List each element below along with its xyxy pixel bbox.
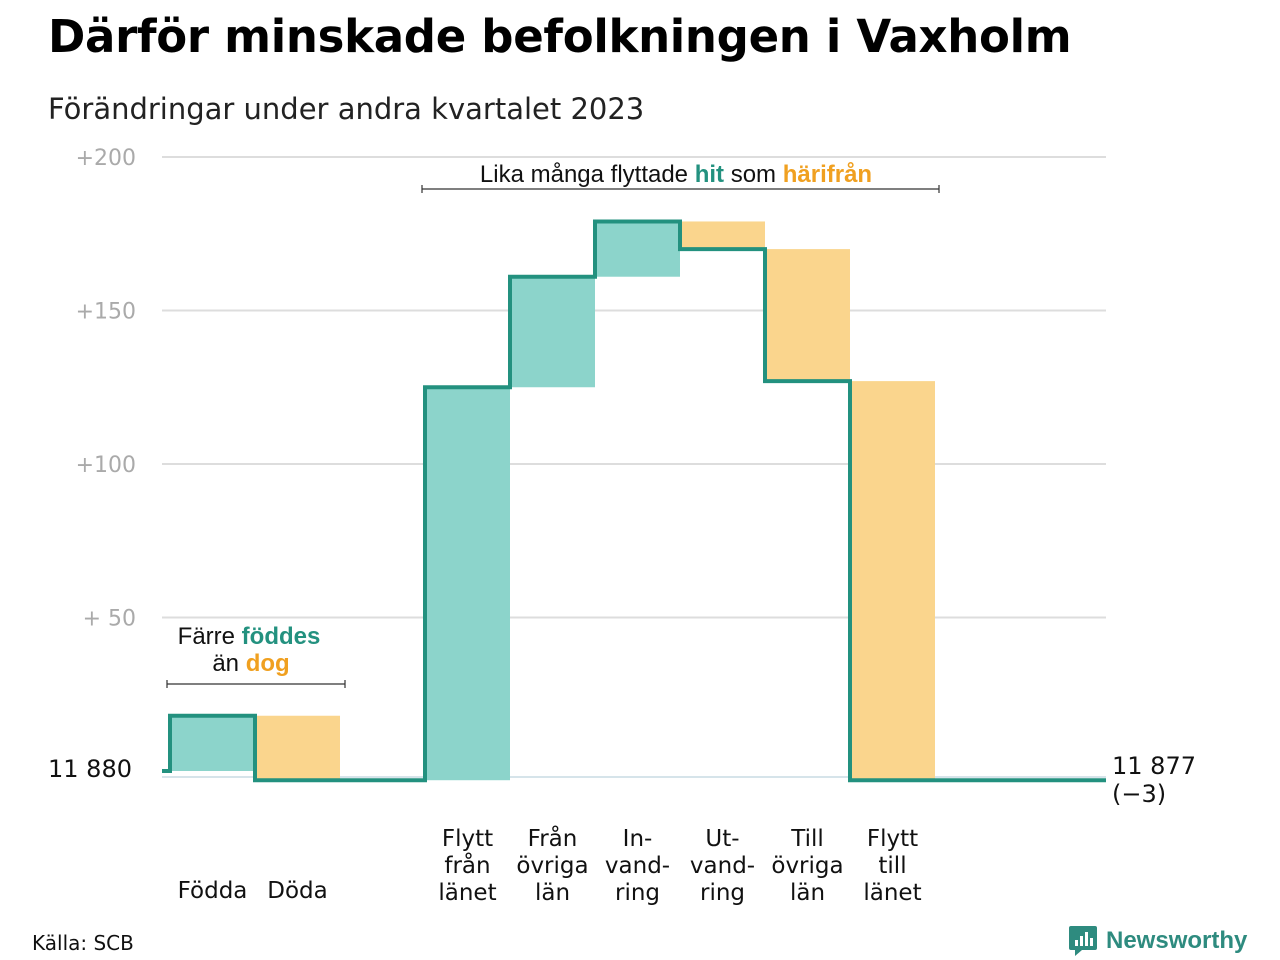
annotation-text: Färre föddes (178, 623, 321, 650)
category-label: övriga (771, 853, 843, 879)
bar (510, 276, 595, 388)
running-total-line (162, 219, 1106, 783)
category-label: Flytt (867, 826, 918, 852)
source-note: Källa: SCB (32, 931, 134, 955)
y-tick-label: +100 (76, 453, 136, 478)
chart-title: Därför minskade befolkningen i Vaxholm (48, 10, 1072, 63)
bar (255, 715, 340, 781)
bar (680, 221, 765, 250)
y-tick-label: + 50 (83, 607, 136, 632)
annotation-layer: Lika många flyttade hit som härifrån Färr… (166, 161, 940, 688)
annotation-part: dog (246, 650, 290, 677)
category-label: länet (863, 880, 921, 906)
category-label: Till (790, 826, 824, 852)
category-label: Döda (267, 878, 327, 904)
category-label: Flytt (442, 826, 493, 852)
annotation-text: än dog (212, 650, 289, 677)
newsworthy-logo-icon (1069, 926, 1097, 956)
category-label: till (878, 853, 906, 879)
chart-subtitle: Förändringar under andra kvartalet 2023 (48, 92, 645, 126)
category-label: Ut- (705, 826, 739, 852)
category-label: ring (615, 880, 660, 906)
category-label: In- (623, 826, 653, 852)
category-label: ring (700, 880, 745, 906)
annotation-part: hit (695, 161, 724, 188)
category-label: Från (528, 824, 578, 852)
label-layer: Födda DödaFlyttfrånlänetFrånövrigalänIn-v… (48, 752, 1196, 906)
end-value-label: 11 877 (1112, 752, 1196, 780)
category-label: vand- (690, 853, 755, 879)
annotation-part: föddes (242, 623, 321, 650)
annotation-part: Färre (178, 623, 242, 650)
annotation-text: Lika många flyttade hit som härifrån (480, 161, 872, 188)
category-label: län (790, 880, 825, 906)
brand-name: Newsworthy (1106, 927, 1248, 954)
bar (170, 715, 255, 771)
y-tick-label: +200 (76, 146, 136, 171)
end-change-label: (−3) (1112, 780, 1166, 808)
annotation-part: som (724, 161, 783, 188)
bar-layer (170, 221, 935, 781)
line-layer (162, 219, 1106, 783)
category-label: från (444, 851, 490, 879)
annotation-part: härifrån (783, 161, 872, 188)
category-label: övriga (516, 853, 588, 879)
category-label: län (535, 880, 570, 906)
brand-logo[interactable]: Newsworthy (1068, 924, 1247, 958)
bar (850, 381, 935, 781)
start-value-label: 11 880 (48, 755, 132, 783)
y-tick-label: +150 (76, 300, 136, 325)
annotation-part: Lika många flyttade (480, 161, 695, 188)
bar (765, 249, 850, 382)
bar (595, 221, 680, 277)
bar (425, 387, 510, 781)
annotation-part: än (212, 650, 245, 677)
grid-layer: +200 +150 +100 + 50 (76, 146, 1106, 778)
category-label: länet (438, 880, 496, 906)
category-label: vand- (605, 853, 670, 879)
category-label: Födda (178, 878, 248, 904)
